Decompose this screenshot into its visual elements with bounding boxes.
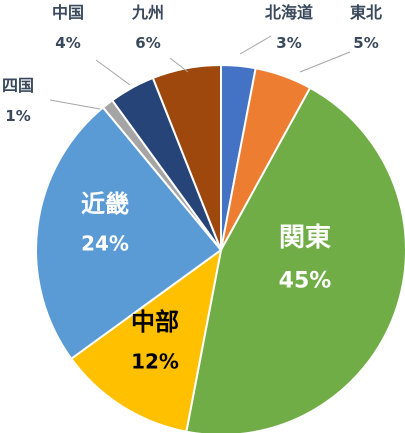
slice-label-percent: 12% [131, 349, 179, 373]
slice-label-name: 中部 [131, 308, 179, 336]
slice-labels: 北海道 3% 東北 5% 関東 45% 中部 12% 近畿 24% 四国 1% 中国 4% 九州 6% [2, 3, 382, 373]
slice-label-percent: 1% [5, 107, 30, 125]
pie-slice [185, 86, 405, 433]
pie-slice [151, 63, 222, 251]
slice-label-name: 北海道 [265, 3, 313, 22]
slice-label-name: 中国 [52, 3, 84, 22]
slice-label-name: 近畿 [81, 190, 129, 218]
slice-label-name: 東北 [350, 3, 382, 22]
slice-label-percent: 45% [279, 269, 332, 294]
slice-label-percent: 5% [353, 34, 378, 52]
slice-label-percent: 4% [55, 34, 80, 52]
slice-label-name: 四国 [2, 76, 34, 95]
leader-line [299, 51, 351, 73]
pie-slice [69, 247, 223, 433]
leader-line [49, 99, 101, 110]
leader-line [169, 57, 189, 73]
slice-label-name: 九州 [131, 3, 164, 22]
pie-slices [35, 63, 405, 433]
leader-lines [49, 35, 351, 110]
slice-label-percent: 24% [81, 231, 129, 255]
slice-label-name: 関東 [279, 223, 331, 253]
slice-label-percent: 3% [276, 34, 301, 52]
slice-label-percent: 6% [135, 34, 160, 52]
pie-slice [35, 106, 223, 361]
leader-line [95, 59, 131, 86]
leader-line [239, 35, 272, 55]
